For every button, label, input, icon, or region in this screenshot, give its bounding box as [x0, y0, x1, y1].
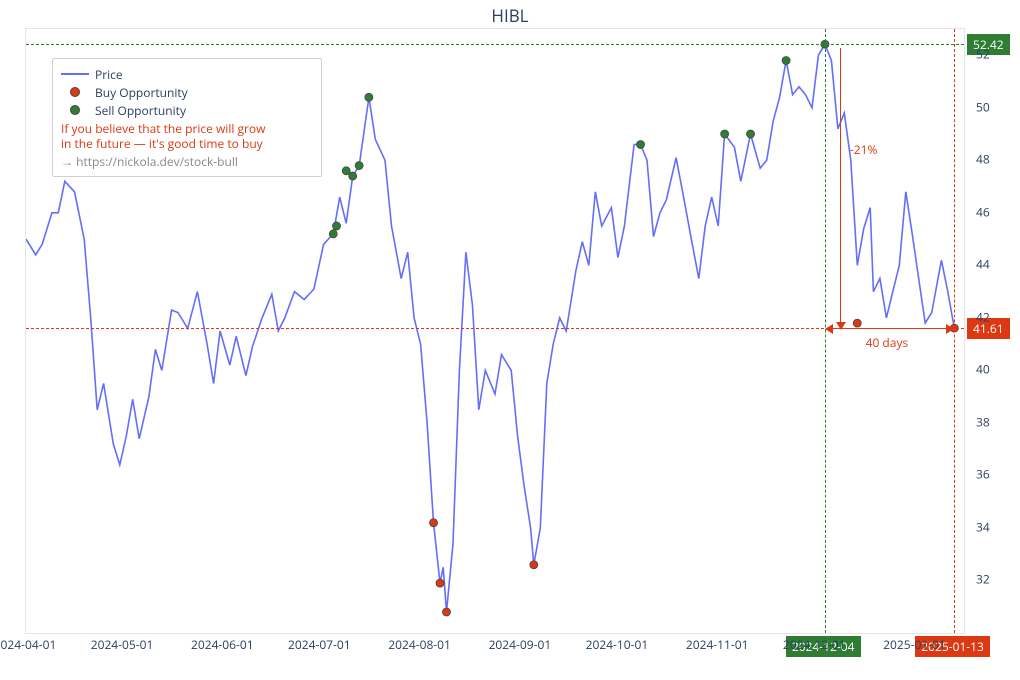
x-tick-label: 2024-08-01: [388, 636, 451, 653]
drop-arrow-line: [840, 48, 841, 324]
legend-item-buy[interactable]: Buy Opportunity: [61, 83, 313, 101]
x-tick-label: 2024-11-01: [686, 636, 749, 653]
days-arrow-head-right: [946, 324, 954, 334]
legend-hint-text: If you believe that the price will grow …: [61, 121, 313, 151]
y-tick-label: 48: [976, 151, 990, 168]
y-tick-label: 32: [976, 571, 990, 588]
legend-price-label: Price: [95, 66, 123, 83]
x-tick-label: 2024-07-01: [288, 636, 351, 653]
x-tick-label: 2024-05-01: [91, 636, 154, 653]
legend-hint-line1: If you believe that the price will grow: [61, 121, 313, 136]
legend-sell-label: Sell Opportunity: [95, 102, 186, 119]
x-axis-ticks: 2024-04-012024-05-012024-06-012024-07-01…: [25, 636, 965, 656]
y-tick-label: 36: [976, 466, 990, 483]
days-arrow-line: [829, 328, 950, 329]
x-tick-label: 2024-12-01: [783, 636, 846, 653]
x-tick-label: 2024-04-01: [0, 636, 56, 653]
chart-title: HIBL: [0, 4, 1020, 27]
legend-item-sell[interactable]: Sell Opportunity: [61, 101, 313, 119]
legend-buy-dot-icon: [61, 87, 89, 97]
y-tick-label: 34: [976, 518, 990, 535]
y-tick-label: 52: [976, 46, 990, 63]
drop-percentage-label: -21%: [850, 141, 878, 158]
x-tick-label: 2024-10-01: [586, 636, 649, 653]
peak-price-hline: [26, 44, 964, 45]
legend-hint-line2: in the future — it's good time to buy: [61, 136, 313, 151]
y-tick-label: 38: [976, 413, 990, 430]
current-price-hline: [26, 328, 964, 329]
legend-box[interactable]: Price Buy Opportunity Sell Opportunity I…: [52, 58, 322, 177]
y-tick-label: 40: [976, 361, 990, 378]
current-date-vline: [954, 29, 955, 633]
x-tick-label: 2024-06-01: [191, 636, 254, 653]
legend-price-line-icon: [61, 73, 89, 75]
y-tick-label: 42: [976, 308, 990, 325]
y-tick-label: 46: [976, 203, 990, 220]
x-tick-label: 2024-09-01: [489, 636, 552, 653]
chart-plot-area[interactable]: -21% 40 days Price Buy Opportunity Sell …: [25, 28, 965, 634]
legend-item-price[interactable]: Price: [61, 65, 313, 83]
days-elapsed-label: 40 days: [866, 334, 909, 351]
days-arrow-head-left: [825, 324, 833, 334]
legend-buy-label: Buy Opportunity: [95, 84, 188, 101]
y-tick-label: 50: [976, 98, 990, 115]
legend-sell-dot-icon: [61, 105, 89, 115]
x-tick-label: 2025-01-01: [883, 636, 946, 653]
y-axis-ticks: 32 34 36 38 40 42 44 46 48 50 52: [970, 28, 1010, 634]
y-tick-label: 44: [976, 256, 990, 273]
legend-link[interactable]: → https://nickola.dev/stock-bull: [61, 153, 313, 170]
